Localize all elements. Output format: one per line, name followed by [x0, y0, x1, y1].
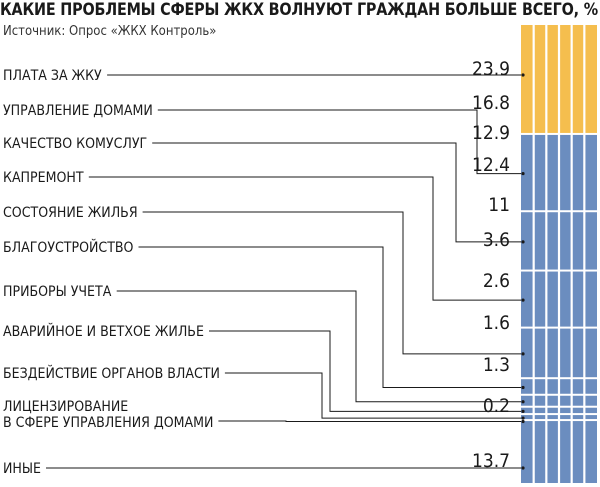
- category-label: БЕЗДЕЙСТВИЕ ОРГАНОВ ВЛАСТИ: [3, 364, 220, 382]
- leader-dot: [521, 298, 525, 302]
- leader-line: [142, 211, 521, 355]
- leader-dot: [521, 416, 525, 420]
- leader-line: [209, 330, 521, 412]
- value-label: 2.6: [483, 270, 510, 292]
- leader-dot: [521, 73, 525, 77]
- category-label: АВАРИЙНОЕ И ВЕТХОЕ ЖИЛЬЕ: [3, 322, 204, 340]
- value-label: 0.2: [483, 395, 510, 417]
- leader-dot: [521, 400, 525, 404]
- value-label: 1.3: [483, 354, 510, 376]
- leader-dot: [521, 466, 525, 470]
- category-label: БЛАГОУСТРОЙСТВО: [3, 238, 134, 256]
- leader-dot: [521, 352, 525, 356]
- leader-dot: [521, 385, 525, 390]
- value-label: 11: [488, 194, 510, 216]
- leader-dot: [521, 171, 525, 176]
- leader-dot: [521, 419, 525, 424]
- value-label: 3.6: [483, 229, 510, 251]
- category-label: КАЧЕСТВО КОМУСЛУГ: [3, 136, 147, 152]
- category-label: УПРАВЛЕНИЕ ДОМАМИ: [3, 103, 153, 119]
- category-label: ПЛАТА ЗА ЖКУ: [3, 68, 102, 84]
- leader-line: [138, 246, 521, 388]
- category-label: ПРИБОРЫ УЧЕТА: [3, 284, 112, 300]
- leader-line: [152, 142, 521, 243]
- leader-line: [224, 372, 521, 419]
- leader-dot: [521, 409, 525, 413]
- value-label: 12.4: [472, 154, 510, 176]
- leader-line: [88, 176, 521, 301]
- category-label: КАПРЕМОНТ: [3, 170, 84, 186]
- category-label: ИНЫЕ: [3, 461, 41, 477]
- leader-line: [157, 109, 521, 175]
- value-label: 16.8: [472, 92, 510, 114]
- category-label: ЛИЦЕНЗИРОВАНИЕ В СФЕРЕ УПРАВЛЕНИЯ ДОМАМИ: [3, 399, 213, 431]
- leader-line: [116, 290, 521, 403]
- chart-title: КАКИЕ ПРОБЛЕМЫ СФЕРЫ ЖКХ ВОЛНУЮТ ГРАЖДАН…: [0, 0, 598, 20]
- value-label: 12.9: [472, 122, 510, 144]
- category-label: СОСТОЯНИЕ ЖИЛЬЯ: [3, 205, 138, 221]
- value-label: 1.6: [483, 312, 510, 334]
- leader-dot: [521, 240, 525, 244]
- value-label: 23.9: [472, 58, 510, 80]
- leader-line: [218, 420, 521, 422]
- value-label: 13.7: [472, 450, 510, 472]
- source-note: Источник: Опрос «ЖКХ Контроль»: [3, 24, 217, 39]
